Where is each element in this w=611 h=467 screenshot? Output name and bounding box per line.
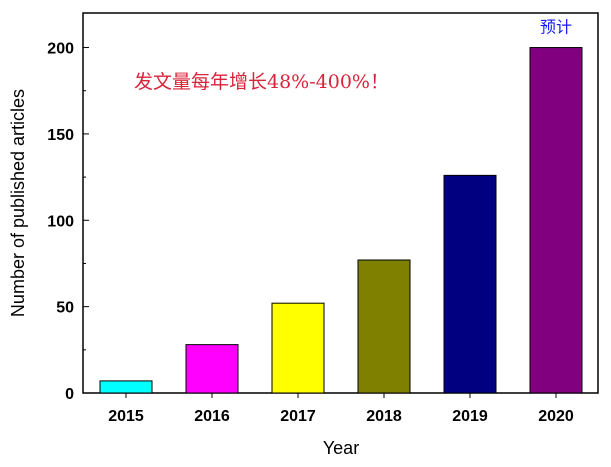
estimated-note: 预计 bbox=[540, 18, 572, 37]
x-tick-label: 2019 bbox=[452, 408, 488, 425]
bars-group bbox=[99, 47, 583, 394]
y-axis-title: Number of published articles bbox=[8, 89, 28, 317]
bar-2018 bbox=[357, 259, 411, 394]
bar-2016 bbox=[185, 344, 239, 394]
ticks-group: 2015 2016 2017 2018 2019 2020 0 50 100 150 200 bbox=[47, 41, 574, 425]
bar-2017 bbox=[271, 302, 325, 394]
x-axis-title: Year bbox=[323, 438, 359, 458]
x-tick-label: 2017 bbox=[280, 408, 316, 425]
bar-2015 bbox=[99, 380, 153, 394]
bar-2019 bbox=[443, 174, 497, 394]
x-tick-label: 2016 bbox=[194, 408, 230, 425]
y-tick-label: 50 bbox=[56, 300, 74, 317]
plot-frame bbox=[82, 12, 599, 394]
y-tick-label: 100 bbox=[47, 213, 74, 230]
growth-annotation: 发文量每年增长48%-400%！ bbox=[134, 71, 389, 93]
y-tick-label: 0 bbox=[65, 386, 74, 403]
x-tick-label: 2015 bbox=[108, 408, 144, 425]
y-tick-label: 200 bbox=[47, 41, 74, 58]
x-tick-label: 2018 bbox=[366, 408, 402, 425]
x-tick-label: 2020 bbox=[538, 408, 574, 425]
y-tick-label: 150 bbox=[47, 127, 74, 144]
bar-2020 bbox=[529, 47, 583, 394]
